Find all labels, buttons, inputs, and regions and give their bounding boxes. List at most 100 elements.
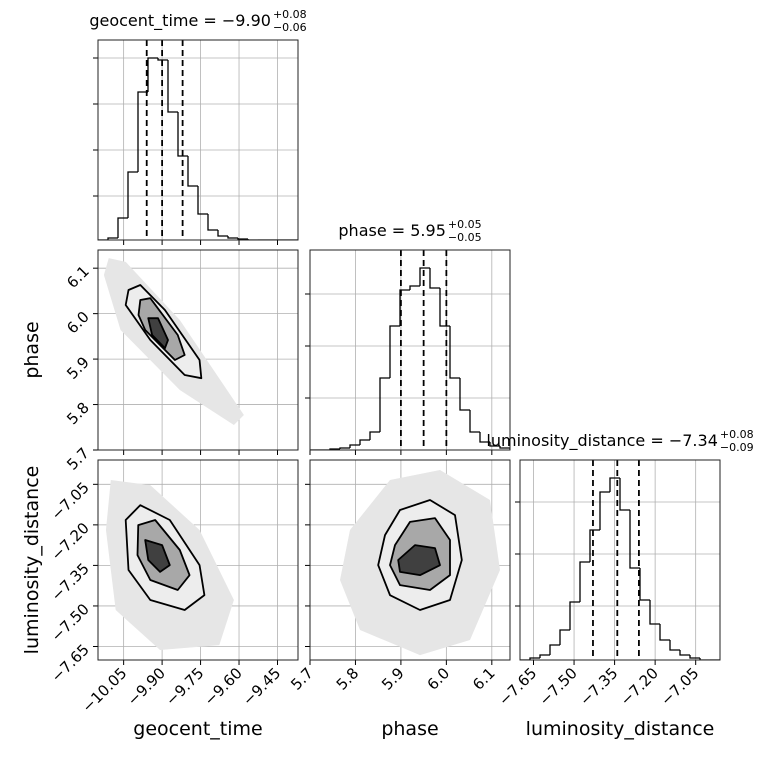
title-lower: −0.06	[273, 21, 307, 34]
panel-title: geocent_time = −9.90	[89, 11, 271, 31]
histogram-step	[529, 657, 540, 660]
x-tick-label: −7.05	[657, 664, 702, 709]
histogram-step	[699, 658, 710, 660]
histogram-step	[359, 439, 370, 445]
y-tick-label: −7.05	[48, 478, 93, 523]
histogram-step	[127, 171, 138, 218]
x-tick-label: 6.0	[424, 664, 454, 694]
histogram-step	[689, 655, 700, 659]
plot-area	[103, 258, 244, 425]
histogram-step	[629, 510, 640, 569]
x-tick-label: −7.65	[495, 664, 540, 709]
histogram-step	[499, 446, 510, 450]
histogram-step	[369, 431, 380, 440]
histogram-step	[147, 57, 158, 92]
histogram-step	[559, 629, 570, 645]
panel-frame	[519, 459, 721, 661]
histogram-step	[349, 444, 360, 448]
histogram-step	[679, 650, 690, 656]
y-tick-label: −7.20	[48, 519, 93, 564]
histogram-step	[137, 91, 148, 172]
x-tick-label: 5.9	[378, 664, 408, 694]
plot-area	[310, 250, 510, 450]
title-upper: +0.05	[448, 218, 482, 231]
histogram-step	[107, 237, 118, 240]
histogram-step	[539, 654, 550, 658]
histogram-step	[649, 600, 660, 625]
histogram-step	[157, 58, 168, 61]
y-tick-label: −7.35	[48, 560, 93, 605]
panel: −7.65−7.50−7.35−7.20−7.05 luminosity_dist…	[486, 428, 753, 740]
panel-frame	[97, 459, 299, 661]
y-tick-label: 6.1	[63, 262, 93, 292]
histogram-step	[419, 267, 430, 286]
panel-frame	[309, 249, 511, 451]
histogram-step	[429, 268, 440, 289]
panel-title: luminosity_distance = −7.34	[486, 431, 717, 451]
plot-area	[340, 470, 500, 656]
y-tick-label: 5.9	[63, 353, 93, 383]
histogram-step	[197, 186, 208, 215]
histogram-step	[449, 326, 460, 379]
y-axis-label: phase	[21, 321, 43, 378]
x-tick-label: −7.35	[576, 664, 621, 709]
x-axis-label: luminosity_distance	[526, 718, 715, 740]
histogram-step	[619, 478, 630, 511]
plot-area	[98, 40, 298, 240]
histogram-step	[207, 214, 218, 231]
plot-area	[105, 480, 234, 650]
histogram-step	[599, 491, 610, 530]
x-tick-label: −10.05	[78, 664, 130, 716]
histogram-step	[579, 561, 590, 602]
histogram-step	[669, 640, 680, 651]
x-axis-label: phase	[381, 718, 438, 740]
y-tick-label: 5.7	[63, 444, 93, 474]
histogram-step	[389, 325, 400, 378]
x-tick-label: 6.1	[469, 664, 499, 694]
histogram-step	[117, 217, 128, 238]
x-tick-label: −9.60	[201, 664, 246, 709]
title-lower: −0.09	[720, 441, 754, 454]
x-tick-label: −7.50	[536, 664, 581, 709]
histogram-step	[479, 432, 490, 443]
histogram-step	[659, 624, 670, 641]
panel-frame	[309, 459, 511, 661]
panel-frame	[97, 249, 299, 451]
panel-title: phase = 5.95	[338, 221, 445, 240]
histogram-step	[569, 601, 580, 630]
y-tick-label: −7.65	[48, 641, 93, 686]
histogram-step	[459, 378, 470, 411]
histogram-step	[227, 236, 238, 239]
panel: 5.7 5.8 5.9 6.0 6.1 phase	[287, 459, 511, 740]
contour	[144, 539, 171, 573]
title-lower: −0.05	[448, 231, 482, 244]
x-tick-label: −9.75	[162, 664, 207, 709]
histogram-step	[187, 156, 198, 187]
histogram-step	[379, 377, 390, 432]
panel-frame	[97, 39, 299, 241]
histogram-step	[609, 477, 620, 492]
title-upper: +0.08	[720, 428, 754, 441]
panel: phase = 5.95 +0.05−0.05	[305, 218, 511, 455]
title-upper: +0.08	[273, 8, 307, 21]
y-tick-label: 5.8	[63, 399, 93, 429]
histogram-step	[167, 60, 178, 113]
histogram-step	[409, 285, 420, 290]
panel: 5.7 5.8 5.9 6.0 6.1 phase	[21, 249, 299, 474]
x-tick-label: −7.20	[617, 664, 662, 709]
x-axis-label: geocent_time	[133, 718, 262, 740]
histogram-step	[489, 442, 500, 447]
histogram-step	[589, 529, 600, 562]
contour	[147, 317, 169, 350]
y-tick-label: −7.50	[48, 600, 93, 645]
histogram-step	[399, 289, 410, 326]
histogram-step	[177, 112, 188, 157]
histogram-step	[639, 568, 650, 601]
x-tick-label: −9.45	[239, 664, 284, 709]
histogram-step	[549, 644, 560, 655]
x-tick-label: −9.90	[124, 664, 169, 709]
x-tick-label: 5.7	[287, 664, 317, 694]
histogram-step	[247, 239, 258, 240]
histogram-step	[469, 410, 480, 433]
